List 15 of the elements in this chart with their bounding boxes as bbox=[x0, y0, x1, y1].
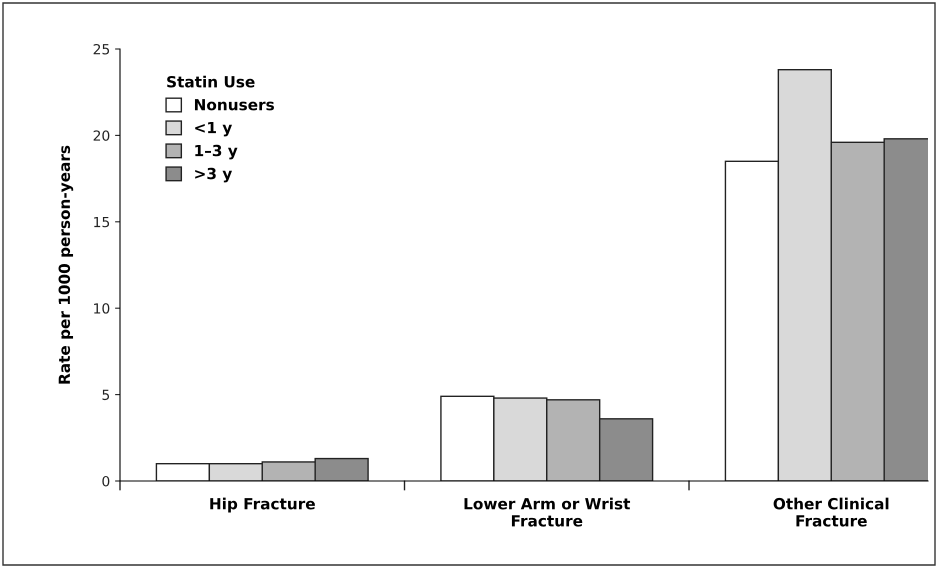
y-axis-title: Rate per 1000 person-years bbox=[58, 146, 74, 384]
y-tick-label: 5 bbox=[102, 390, 110, 400]
y-tick-label: 10 bbox=[94, 303, 110, 314]
y-tick-label: 15 bbox=[94, 216, 110, 228]
x-tick-label: Lower Arm or Wrist Fracture bbox=[464, 498, 630, 527]
legend-label: >3 y bbox=[195, 168, 232, 182]
legend-label: <1 y bbox=[195, 122, 232, 136]
x-tick-label: Hip Fracture bbox=[210, 498, 315, 512]
legend-label: Nonusers bbox=[194, 99, 274, 110]
legend-title: Statin Use bbox=[167, 76, 255, 88]
legend-label: 1–3 y bbox=[195, 144, 238, 160]
y-tick-label: 0 bbox=[102, 476, 110, 486]
y-tick-label: 20 bbox=[94, 130, 110, 141]
x-tick-label: Other Clinical Fracture bbox=[774, 498, 888, 527]
y-tick-label: 25 bbox=[94, 44, 110, 54]
